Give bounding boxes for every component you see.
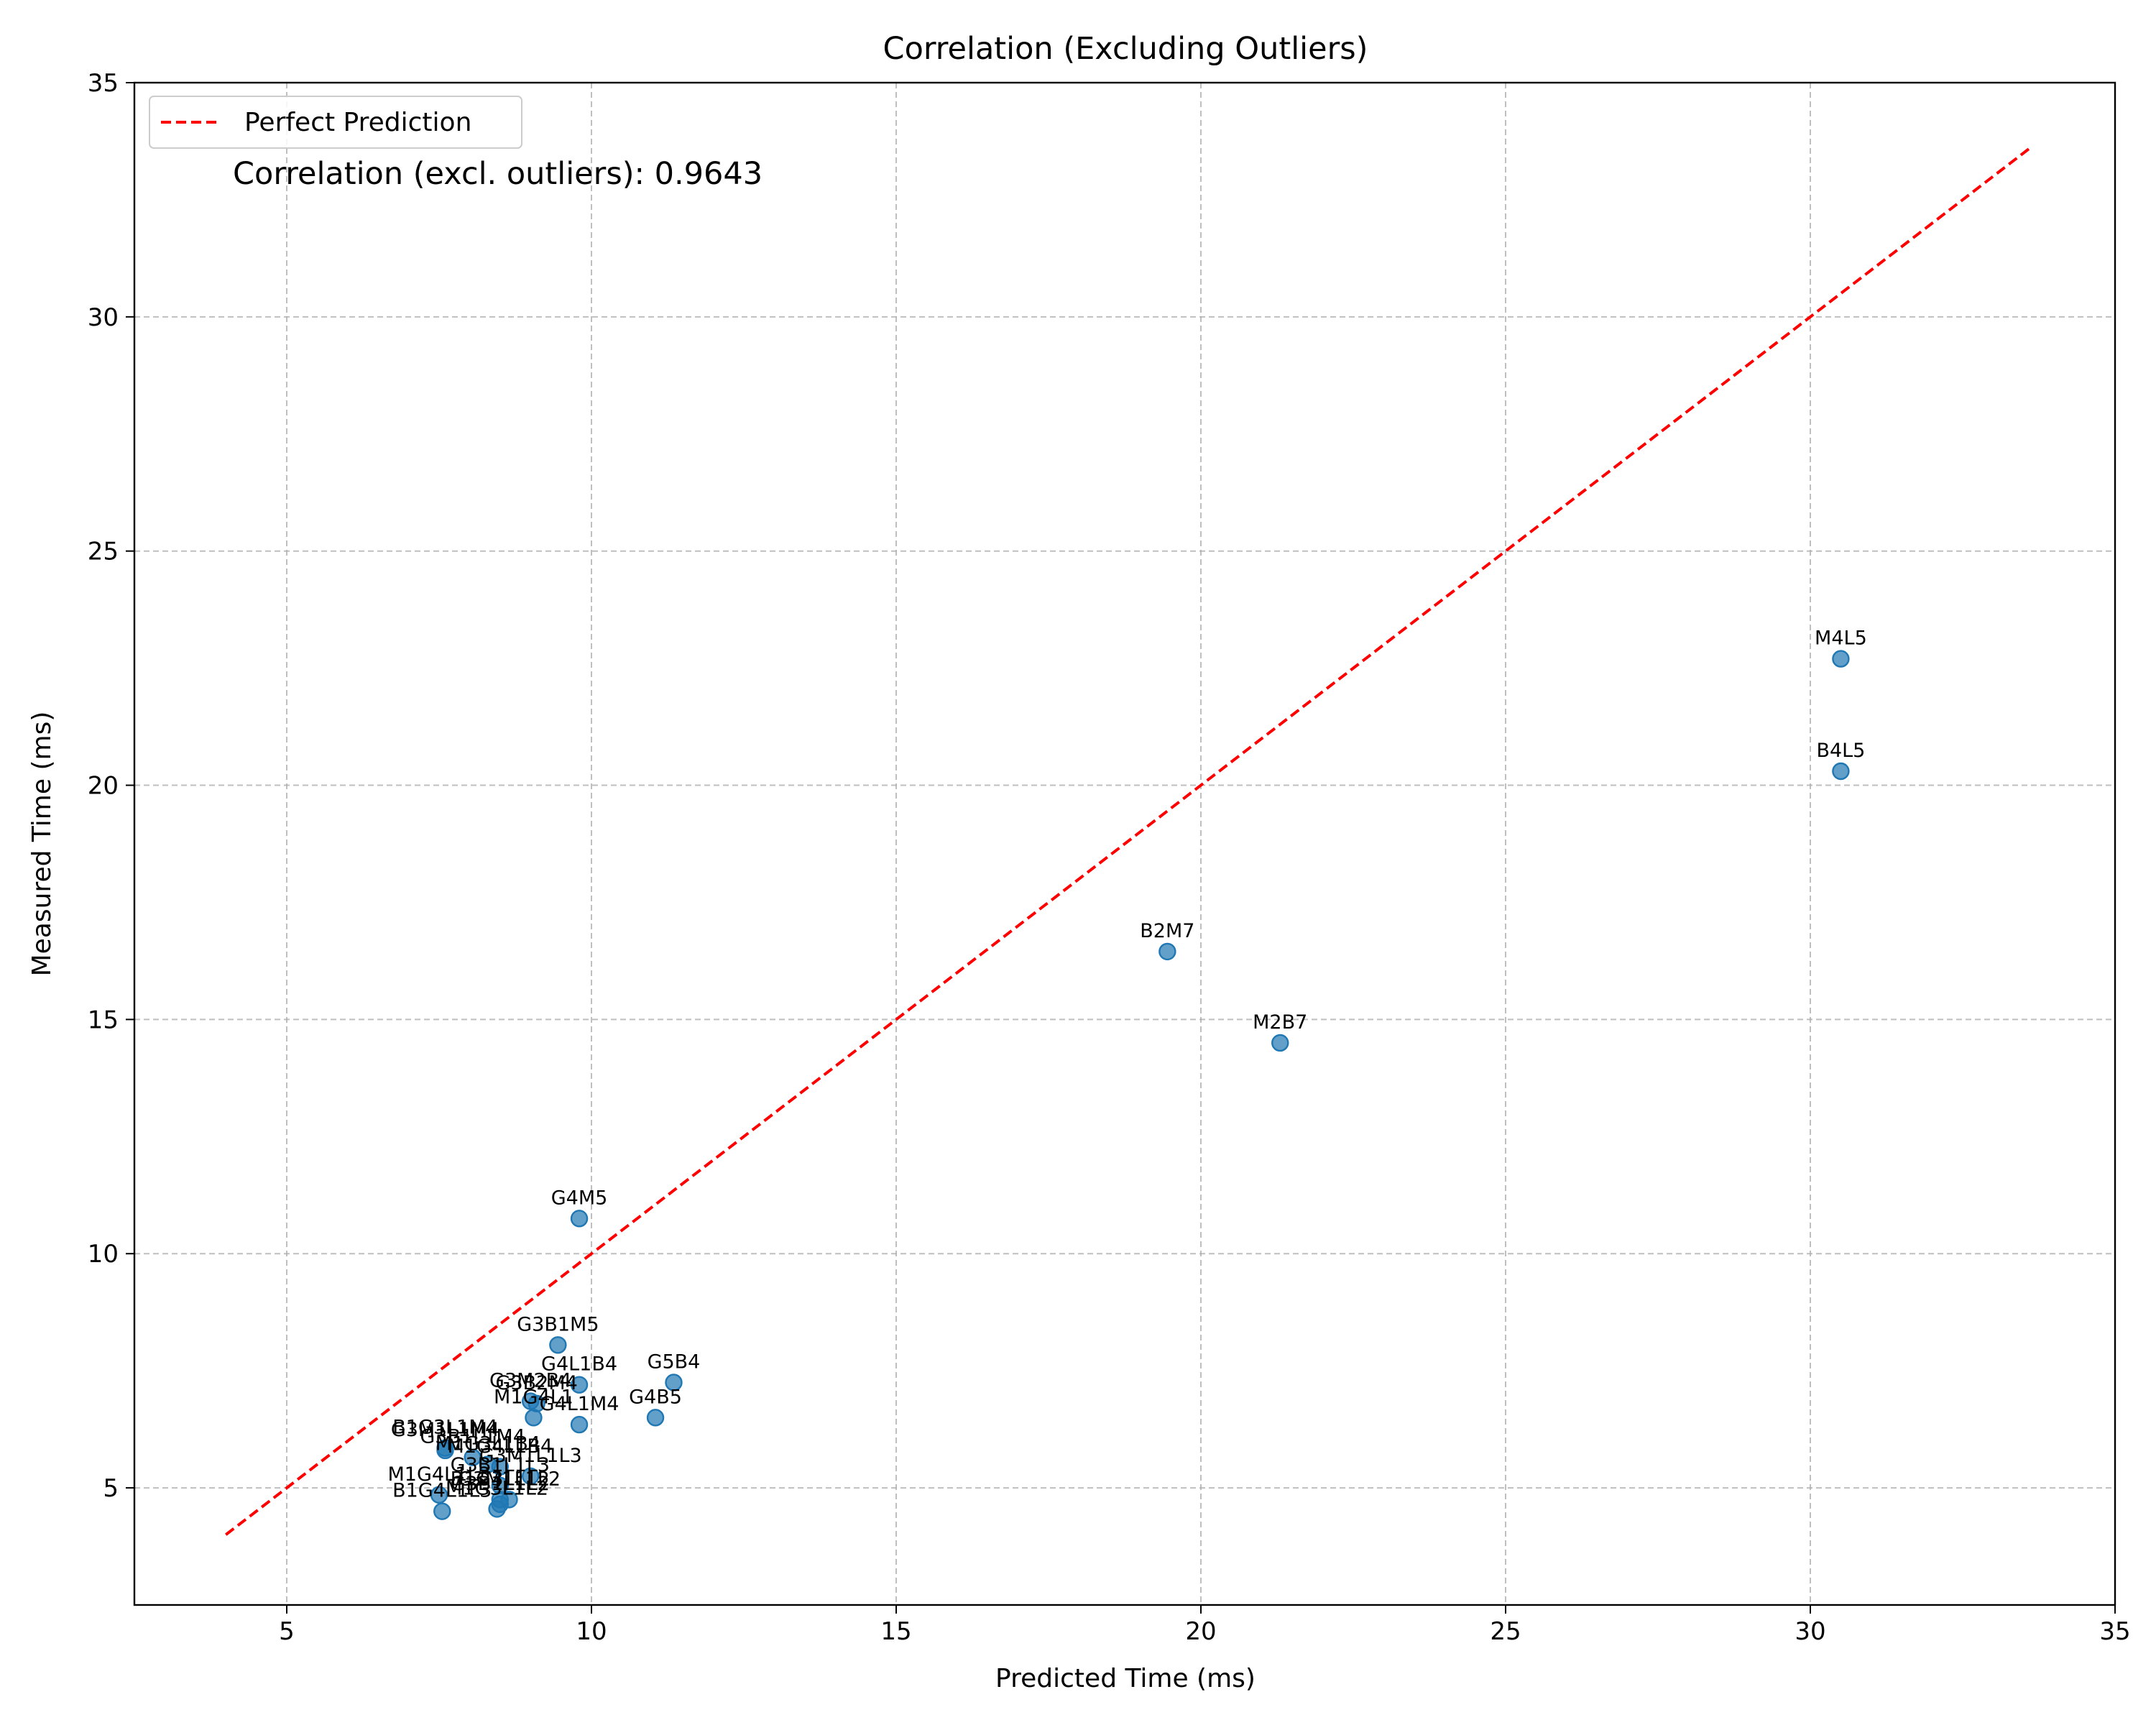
point-label: M2B7 [1253,1011,1307,1034]
point-label: G4B5 [629,1386,682,1408]
data-point [464,1448,482,1466]
data-points [430,650,1850,1520]
y-axis-label: Measured Time (ms) [27,712,57,977]
data-point [1832,650,1850,668]
point-label: G3B1L1M4 [420,1426,525,1448]
point-label: G3B2M4 [496,1372,578,1394]
chart-title: Correlation (Excluding Outliers) [883,31,1368,67]
point-label: G4L1B4 [541,1353,617,1376]
point-label: G3B1L1L3 [451,1454,550,1476]
point-label: B1G3L1L2 [451,1468,550,1490]
y-tick-label: 10 [88,1240,119,1269]
x-tick-label: 20 [1185,1617,1216,1646]
point-label: M1G4L1 [494,1386,573,1408]
y-tick-label: 15 [88,1006,119,1034]
y-tick-label: 5 [103,1474,119,1503]
data-point [522,1467,540,1485]
point-label: M1G3L1L2 [446,1477,548,1499]
legend: Perfect Prediction [149,96,522,149]
point-label: B2M7 [1140,920,1194,942]
data-point [525,1409,543,1427]
point-label: G3M1L1M4 [391,1419,499,1441]
x-tick-label: 5 [279,1617,295,1646]
point-label: G4L1M4 [540,1393,619,1415]
correlation-annotation: Correlation (excl. outliers): 0.9643 [233,156,763,192]
y-tick-label: 30 [88,303,119,332]
point-label: B1G4L1L3 [392,1480,492,1502]
data-point [1158,942,1176,961]
point-label: M1G3L1B4 [436,1432,541,1455]
data-point [491,1495,509,1514]
plot-area-frame [133,81,2116,1606]
point-labels: M4L5 B4L5 B2M7 M2B7 G4M5 G3B1M5 G5B4 G4L1B4G3M2… [387,627,1866,1502]
data-point [433,1502,451,1520]
x-axis-label: Predicted Time (ms) [995,1664,1256,1693]
legend-box [149,96,522,149]
point-label: B4L5 [1816,740,1865,762]
data-point [1271,1034,1289,1052]
y-tick-label: 35 [88,69,119,98]
data-point [491,1458,509,1476]
point-label: M4L5 [1815,627,1867,650]
x-tick-label: 10 [576,1617,607,1646]
x-tick-label: 30 [1795,1617,1825,1646]
data-point [1832,762,1850,781]
data-point [436,1441,454,1460]
point-label: B1G3L1M4 [392,1417,498,1439]
perfect-prediction-line [224,147,2031,1536]
point-label: M1G4L1B4 [448,1435,553,1458]
point-label: M1G4L1L3 [387,1463,490,1486]
data-point [430,1486,448,1504]
data-point [570,1376,589,1394]
data-point [570,1415,589,1434]
data-point [665,1374,683,1392]
point-label: G5B4 [648,1351,701,1373]
data-point [646,1409,665,1427]
x-tick-label: 15 [880,1617,911,1646]
x-tick-label: 25 [1490,1617,1521,1646]
y-tick-label: 25 [88,538,119,566]
y-tick-label: 20 [88,772,119,801]
point-label: G3M1L1L2 [458,1468,561,1490]
point-label: G3B1M5 [517,1313,599,1335]
point-label: G4M5 [551,1187,608,1209]
axis-ticks: 5 10 15 20 25 30 35 5 10 15 20 25 30 35 [88,69,2131,1646]
point-label: G3B1L1L2 [451,1473,550,1495]
point-label: G3M2B4 [489,1370,571,1392]
data-point [549,1336,567,1354]
data-point [570,1210,589,1228]
point-label: G3M1L1L3 [479,1445,582,1467]
reference-line-layer [224,147,2031,1536]
x-tick-label: 35 [2099,1617,2130,1646]
legend-label: Perfect Prediction [244,108,471,137]
